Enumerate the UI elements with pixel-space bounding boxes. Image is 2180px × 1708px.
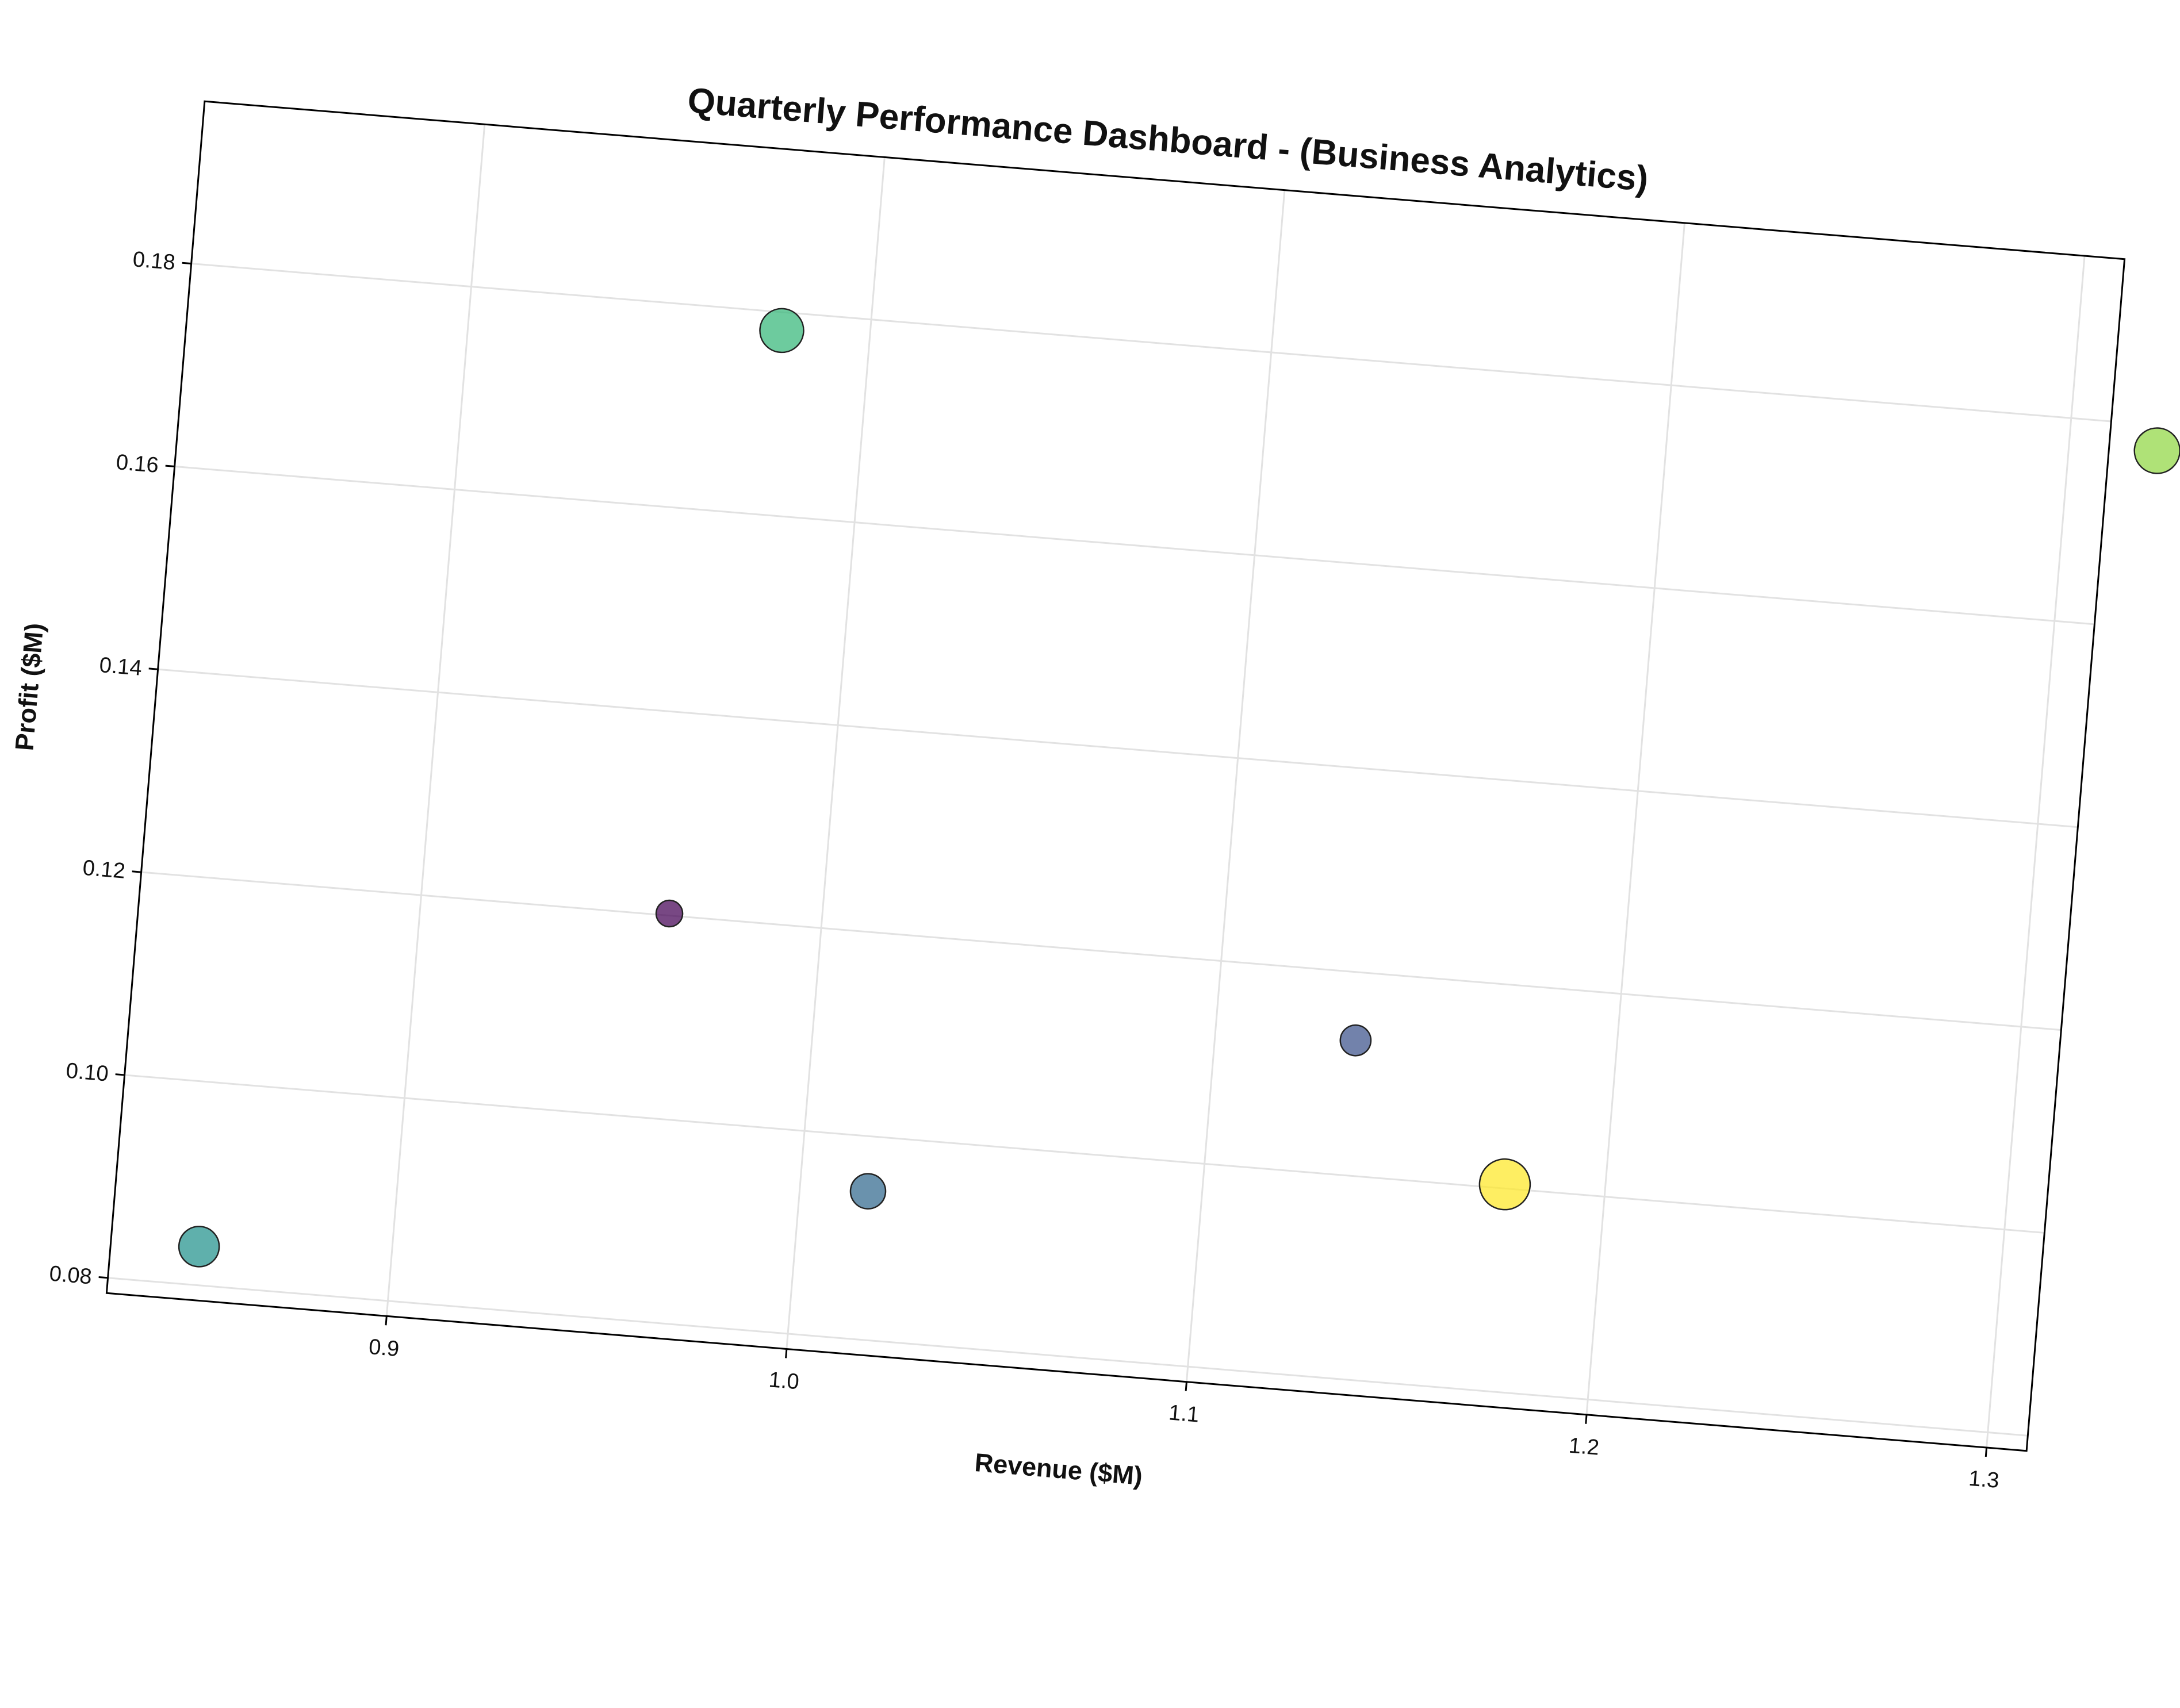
y-grid-line bbox=[191, 263, 2112, 423]
y-tick-label: 0.16 bbox=[115, 450, 159, 478]
y-axis-ticks: 0.08 0.10 0.12 0.14 0.16 0.18 bbox=[48, 247, 191, 1289]
x-grid-line bbox=[385, 124, 486, 1316]
x-tick-label: 1.3 bbox=[1968, 1467, 2000, 1493]
x-grid-line bbox=[786, 157, 886, 1349]
x-tick-mark bbox=[785, 1349, 788, 1358]
plot-frame bbox=[105, 100, 2126, 1452]
y-grid-line bbox=[124, 1074, 2045, 1234]
x-tick-label: 1.1 bbox=[1168, 1400, 1200, 1427]
data-point bbox=[655, 899, 684, 928]
data-point bbox=[759, 308, 804, 354]
x-grid-line bbox=[1585, 222, 1685, 1415]
x-tick-mark bbox=[1585, 1414, 1588, 1424]
data-point bbox=[178, 1226, 220, 1268]
x-tick-label: 1.2 bbox=[1568, 1434, 1600, 1460]
y-tick-label: 0.14 bbox=[98, 653, 143, 681]
y-tick-label: 0.10 bbox=[65, 1059, 109, 1087]
y-grid-line bbox=[158, 668, 2078, 828]
x-grid-line bbox=[1986, 255, 2086, 1448]
data-point bbox=[1478, 1158, 1531, 1211]
y-grid-line bbox=[141, 871, 2062, 1031]
y-grid-line bbox=[108, 1277, 2028, 1437]
x-tick-label: 1.0 bbox=[768, 1368, 800, 1394]
data-point bbox=[1339, 1024, 1372, 1057]
x-axis-ticks: 0.9 1.0 1.1 1.2 1.3 bbox=[368, 1316, 2000, 1493]
data-points bbox=[178, 308, 2180, 1268]
y-tick-mark bbox=[115, 1073, 125, 1076]
y-tick-label: 0.08 bbox=[48, 1262, 93, 1289]
y-grid-line bbox=[174, 465, 2095, 625]
y-tick-label: 0.12 bbox=[82, 856, 126, 884]
x-grid-line bbox=[1185, 190, 1286, 1382]
grid bbox=[108, 124, 2112, 1448]
y-tick-label: 0.18 bbox=[132, 247, 176, 275]
x-tick-label: 0.9 bbox=[368, 1335, 400, 1361]
data-point bbox=[849, 1173, 887, 1210]
